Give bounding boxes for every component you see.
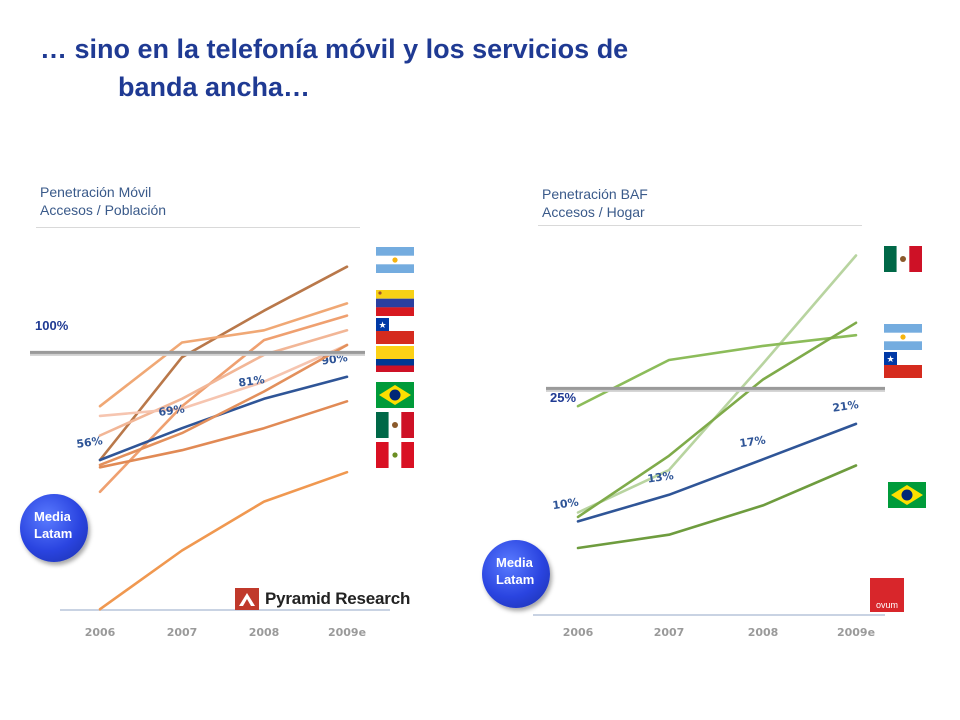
data-label: 10% bbox=[552, 496, 580, 513]
mexico-flag bbox=[376, 412, 414, 438]
x-tick-label: 2007 bbox=[654, 626, 685, 639]
x-tick-label: 2008 bbox=[748, 626, 779, 639]
series-line bbox=[576, 333, 858, 408]
x-tick-label: 2006 bbox=[563, 626, 594, 639]
broadband-chart-header: Penetración BAF Accesos / Hogar bbox=[538, 185, 862, 226]
mobile-chart-header-line2: Accesos / Población bbox=[40, 202, 167, 218]
ovum-logo: ovum bbox=[870, 578, 904, 612]
title-line-1: … sino en la telefonía móvil y los servi… bbox=[40, 34, 629, 64]
mexico-flag bbox=[884, 246, 922, 272]
argentina-flag bbox=[376, 247, 414, 273]
data-label: 17% bbox=[739, 434, 767, 451]
pyramid-icon bbox=[235, 588, 259, 610]
data-label: 81% bbox=[238, 373, 266, 390]
venezuela-flag bbox=[376, 290, 414, 316]
series-line bbox=[576, 464, 858, 550]
x-tick-label: 2007 bbox=[167, 626, 198, 639]
series-line bbox=[98, 399, 349, 469]
x-tick-label: 2009e bbox=[837, 626, 875, 639]
data-label: 13% bbox=[647, 469, 675, 486]
ovum-logo-text: ovum bbox=[875, 600, 898, 610]
series-line bbox=[98, 470, 349, 611]
series-line bbox=[98, 343, 349, 467]
broadband-header-divider bbox=[538, 225, 862, 226]
series-line bbox=[98, 302, 349, 408]
mobile-reference-label: 100% bbox=[35, 318, 69, 333]
data-label: 56% bbox=[76, 434, 104, 451]
mobile-header-divider bbox=[36, 227, 360, 228]
x-tick-label: 2008 bbox=[249, 626, 280, 639]
x-tick-label: 2009e bbox=[328, 626, 366, 639]
data-label: 69% bbox=[158, 402, 186, 419]
series-line bbox=[98, 343, 349, 418]
series-line bbox=[576, 422, 858, 523]
colombia-flag bbox=[376, 346, 414, 372]
chile-flag: ★ bbox=[884, 352, 922, 378]
brazil-flag bbox=[888, 482, 926, 508]
svg-text:★: ★ bbox=[378, 321, 386, 331]
brazil-flag bbox=[376, 382, 414, 408]
broadband-reference-label: 25% bbox=[550, 390, 577, 405]
x-tick-label: 2006 bbox=[85, 626, 116, 639]
series-line bbox=[98, 265, 349, 462]
pyramid-research-logo: Pyramid Research bbox=[235, 586, 410, 612]
latam-average-bubble-right: Media Latam bbox=[482, 540, 550, 608]
broadband-chart-header-line1: Penetración BAF bbox=[542, 186, 648, 202]
peru-flag bbox=[376, 442, 414, 468]
mobile-chart-header: Penetración Móvil Accesos / Población bbox=[36, 183, 360, 228]
pyramid-research-text: Pyramid Research bbox=[265, 589, 411, 608]
svg-text:★: ★ bbox=[886, 355, 894, 365]
latam-average-bubble-left: Media Latam bbox=[20, 494, 88, 562]
broadband-penetration-chart: 2006 2007 2008 2009e 10% 13% 17% 21% bbox=[533, 254, 885, 639]
mobile-chart-header-line1: Penetración Móvil bbox=[40, 184, 152, 200]
series-line bbox=[98, 328, 349, 437]
data-label: 21% bbox=[832, 398, 860, 415]
argentina-flag bbox=[884, 324, 922, 350]
title-line-2: banda ancha… bbox=[118, 72, 311, 102]
broadband-chart-header-line2: Accesos / Hogar bbox=[542, 204, 645, 220]
slide-title: … sino en la telefonía móvil y los servi… bbox=[40, 30, 920, 106]
chile-flag: ★ bbox=[376, 318, 414, 344]
series-line bbox=[576, 321, 858, 519]
